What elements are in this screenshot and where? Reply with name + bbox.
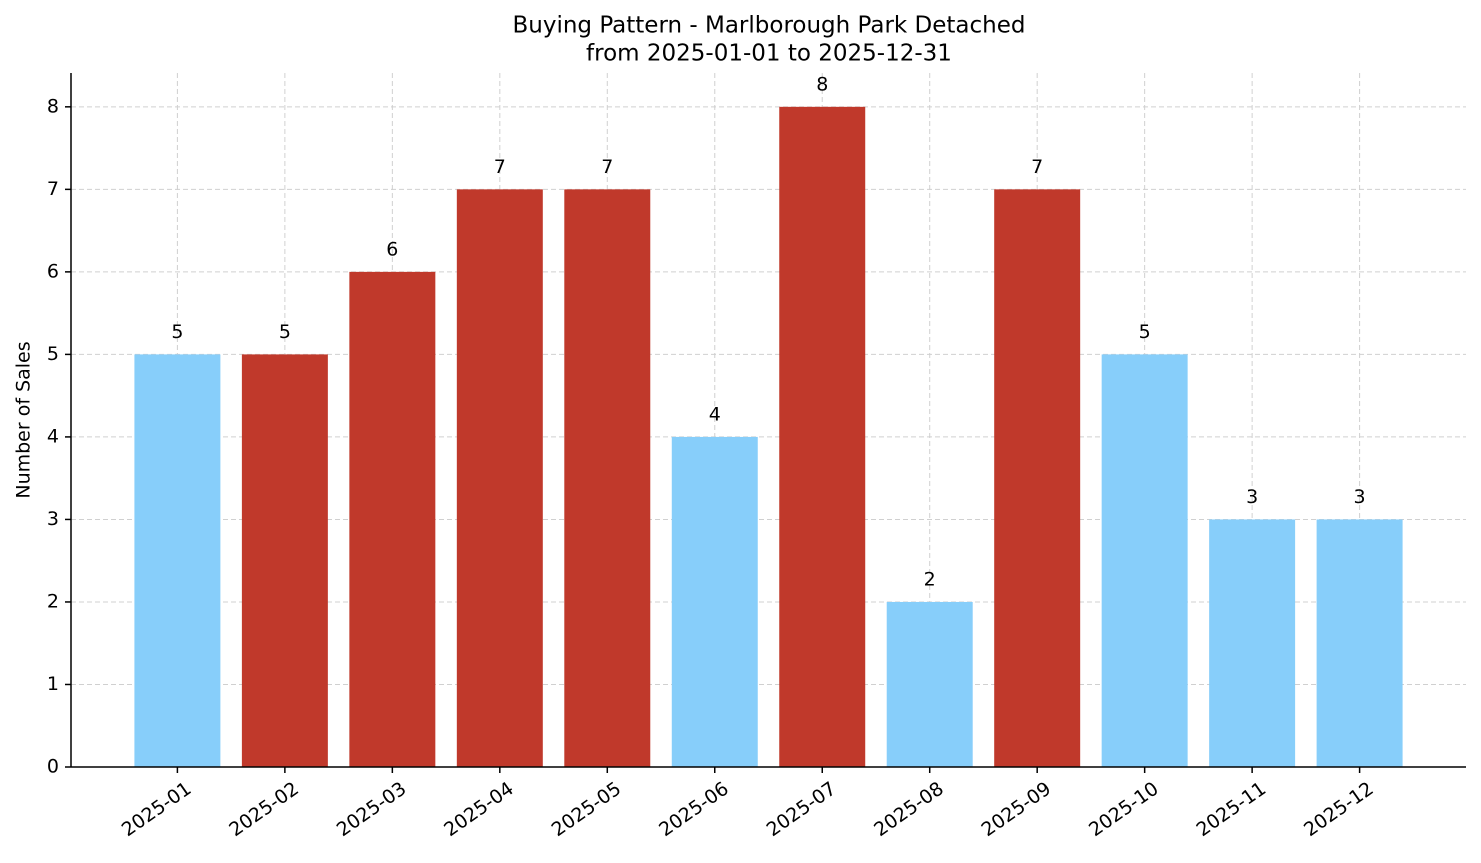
chart-title: Buying Pattern - Marlborough Park Detach… [512, 13, 1025, 39]
bar [241, 354, 328, 767]
x-tick-label: 2025-09 [978, 778, 1056, 842]
data-label: 5 [171, 321, 183, 343]
x-tick-label: 2025-12 [1300, 778, 1378, 842]
data-label: 6 [386, 238, 398, 260]
x-tick-label: 2025-06 [655, 778, 733, 842]
bar [1101, 354, 1188, 767]
y-tick-label: 5 [47, 343, 59, 365]
bar [779, 106, 866, 767]
bar [886, 601, 973, 767]
data-label: 2 [924, 568, 936, 590]
x-tick-label: 2025-01 [118, 778, 196, 842]
data-label: 7 [601, 156, 613, 178]
data-label: 3 [1246, 486, 1258, 508]
bar [564, 189, 651, 767]
x-tick-label: 2025-03 [333, 778, 411, 842]
x-tick-label: 2025-04 [440, 778, 518, 842]
bar [671, 436, 758, 767]
x-tick-label: 2025-02 [225, 778, 303, 842]
bar [134, 354, 221, 767]
data-label: 3 [1354, 486, 1366, 508]
data-label: 7 [1031, 156, 1043, 178]
y-tick-label: 8 [47, 95, 59, 117]
x-tick-label: 2025-11 [1192, 778, 1270, 842]
chart-subtitle: from 2025-01-01 to 2025-12-31 [586, 41, 952, 67]
data-label: 7 [494, 156, 506, 178]
x-tick-label: 2025-08 [870, 778, 948, 842]
y-tick-label: 2 [47, 590, 59, 612]
y-tick-label: 6 [47, 260, 59, 282]
x-tick-label: 2025-10 [1085, 778, 1163, 842]
y-tick-label: 1 [47, 673, 59, 695]
bar [456, 189, 543, 767]
y-tick-label: 3 [47, 508, 59, 530]
data-label: 8 [816, 73, 828, 95]
y-axis-label: Number of Sales [13, 341, 35, 498]
y-tick-label: 4 [47, 425, 59, 447]
bar [1316, 519, 1403, 767]
data-label: 4 [709, 403, 721, 425]
bar [1209, 519, 1296, 767]
x-tick-label: 2025-07 [763, 778, 841, 842]
y-tick-label: 7 [47, 178, 59, 200]
bar [994, 189, 1081, 767]
bar [349, 271, 436, 767]
data-label: 5 [279, 321, 291, 343]
x-tick-label: 2025-05 [548, 778, 626, 842]
data-label: 5 [1139, 321, 1151, 343]
y-tick-label: 0 [47, 756, 59, 778]
